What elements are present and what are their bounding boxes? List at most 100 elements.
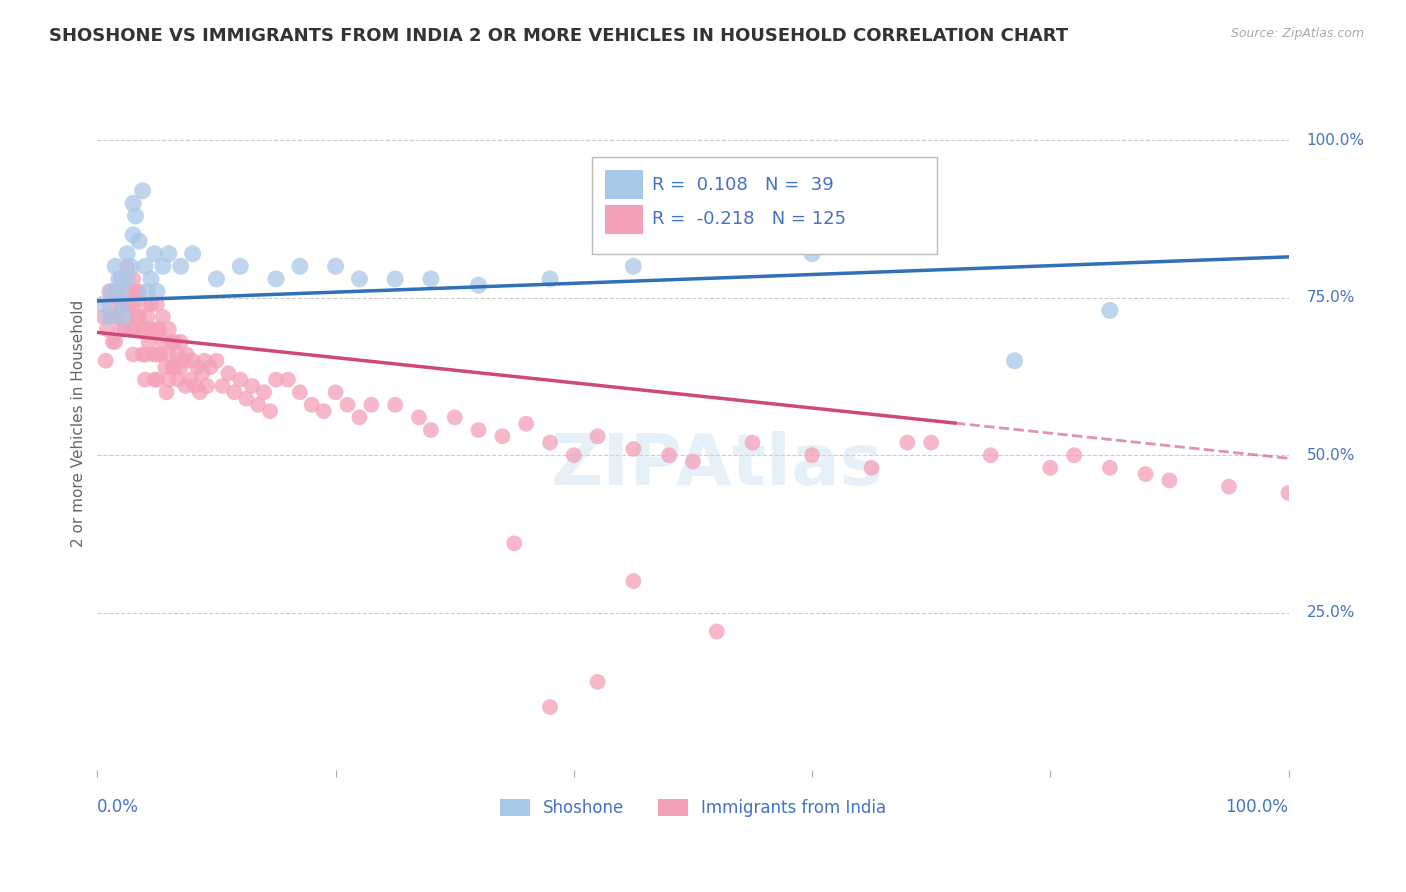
FancyBboxPatch shape [605,170,643,199]
Point [155,385,177,400]
Point [98,297,121,311]
Point [162,359,184,374]
Point [157,246,180,260]
Point [682,454,704,468]
Point [142,347,165,361]
Point [193,353,215,368]
Point [163,359,186,374]
Text: R =  -0.218   N = 125: R = -0.218 N = 125 [652,211,846,228]
Point [170,359,193,374]
Point [128,234,150,248]
Point [621,260,644,274]
Point [1277,486,1299,500]
Text: 75.0%: 75.0% [1306,290,1355,305]
Point [138,334,160,349]
Point [146,347,169,361]
Point [1159,474,1181,488]
Point [240,379,263,393]
Point [128,285,150,299]
Point [100,310,122,324]
Point [264,272,287,286]
Point [801,246,824,260]
Point [408,410,430,425]
Point [349,410,371,425]
Point [122,347,145,361]
Point [170,260,193,274]
Legend: Shoshone, Immigrants from India: Shoshone, Immigrants from India [494,792,893,824]
Point [152,310,174,324]
Point [104,260,127,274]
Point [143,373,166,387]
Point [229,260,252,274]
Point [491,429,513,443]
Point [224,385,246,400]
FancyBboxPatch shape [592,157,938,254]
Point [253,385,276,400]
Point [110,272,132,286]
Point [115,310,138,324]
Point [920,435,942,450]
Point [419,272,441,286]
Point [181,246,204,260]
Point [419,423,441,437]
Point [247,398,270,412]
Point [134,347,156,361]
Point [124,285,146,299]
Y-axis label: 2 or more Vehicles in Household: 2 or more Vehicles in Household [72,300,86,548]
Point [1004,353,1026,368]
Point [157,347,180,361]
Point [167,373,190,387]
Point [621,442,644,456]
Point [1063,448,1085,462]
Point [1039,460,1062,475]
Point [131,184,153,198]
Point [170,334,193,349]
Point [110,322,132,336]
Point [217,367,239,381]
Point [146,297,169,311]
Point [122,272,145,286]
Point [115,246,138,260]
Point [104,334,127,349]
Point [115,260,138,274]
Point [184,379,207,393]
Point [658,448,681,462]
Point [91,310,114,324]
Point [166,347,188,361]
Point [122,227,145,242]
Point [91,297,114,311]
Point [277,373,299,387]
Point [146,285,169,299]
Point [562,448,585,462]
Point [120,260,142,274]
Point [104,285,127,299]
Point [195,379,218,393]
Point [134,297,156,311]
Text: Source: ZipAtlas.com: Source: ZipAtlas.com [1230,27,1364,40]
Point [124,209,146,223]
Point [503,536,526,550]
Point [179,373,201,387]
Point [157,373,180,387]
Point [229,373,252,387]
Point [139,322,162,336]
Point [139,272,162,286]
Point [155,359,177,374]
Text: 0.0%: 0.0% [97,797,139,815]
Point [122,297,145,311]
Point [134,260,156,274]
Point [115,272,138,286]
Point [741,435,763,450]
Point [122,196,145,211]
Point [586,674,609,689]
Point [288,385,311,400]
Point [163,334,186,349]
FancyBboxPatch shape [605,205,643,234]
Point [112,310,135,324]
Point [1098,460,1121,475]
Point [181,353,204,368]
Point [174,379,197,393]
Point [110,285,132,299]
Text: 25.0%: 25.0% [1306,605,1355,620]
Point [349,272,371,286]
